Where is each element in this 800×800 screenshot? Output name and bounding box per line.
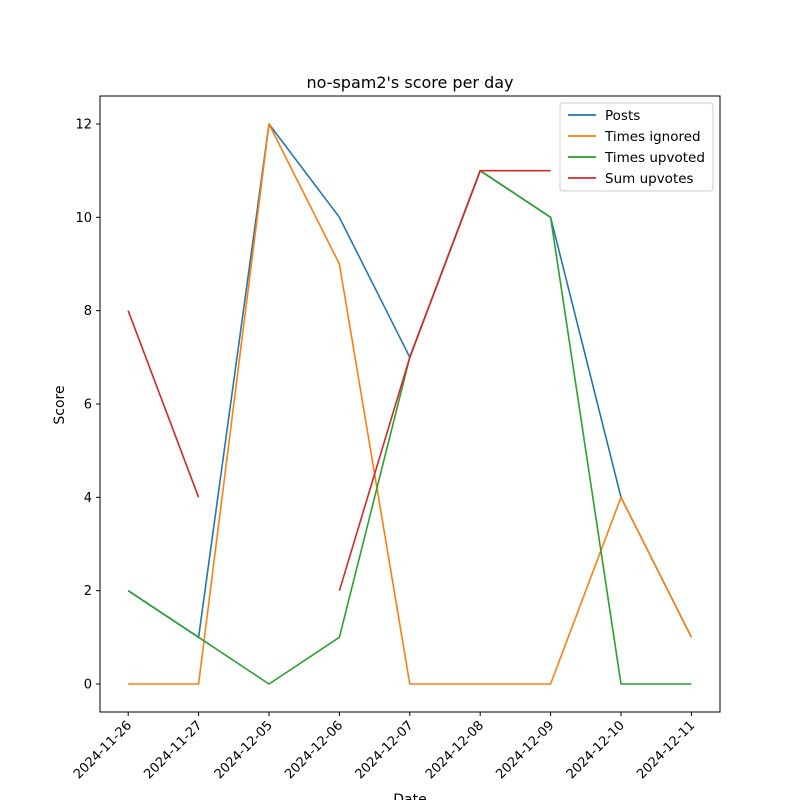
legend-entry: Sum upvotes — [605, 171, 694, 187]
x-tick-label: 2024-12-11 — [634, 718, 698, 782]
y-axis: 0 2 4 6 8 10 12 — [75, 118, 100, 693]
chart-title: no-spam2's score per day — [306, 73, 513, 92]
legend-entry: Posts — [605, 108, 640, 124]
y-tick-label: 10 — [75, 211, 92, 226]
series-line-3-segment-1 — [338, 169, 551, 591]
series-line-1-segment-0 — [128, 123, 693, 685]
y-axis-label: Score — [52, 385, 68, 424]
x-axis: 2024-11-26 2024-11-27 2024-12-05 2024-12-06… — [71, 712, 698, 782]
series-line-2-segment-0 — [127, 169, 692, 685]
x-tick-label: 2024-11-27 — [141, 718, 205, 782]
x-axis-label: Date — [393, 792, 426, 800]
y-tick-label: 8 — [84, 304, 92, 319]
y-tick-label: 12 — [75, 118, 92, 133]
legend-entry: Times upvoted — [604, 150, 705, 166]
x-tick-label: 2024-11-26 — [71, 718, 135, 782]
x-tick-label: 2024-12-06 — [282, 718, 346, 782]
x-tick-label: 2024-12-05 — [212, 718, 276, 782]
series-lines — [127, 123, 693, 685]
y-tick-label: 4 — [84, 491, 92, 506]
y-tick-label: 0 — [84, 678, 92, 693]
x-tick-label: 2024-12-07 — [353, 718, 417, 782]
x-tick-label: 2024-12-09 — [493, 718, 557, 782]
legend-entry: Times ignored — [604, 129, 701, 145]
legend-box — [559, 102, 714, 192]
series-line-0-segment-0 — [127, 123, 693, 639]
x-tick-label: 2024-12-10 — [564, 718, 628, 782]
x-tick-label: 2024-12-08 — [423, 718, 487, 782]
y-tick-label: 6 — [84, 398, 92, 413]
y-tick-label: 2 — [84, 584, 92, 599]
legend: Posts Times ignored Times upvoted Sum upvot… — [559, 102, 714, 192]
series-line-3-segment-0 — [127, 310, 200, 498]
